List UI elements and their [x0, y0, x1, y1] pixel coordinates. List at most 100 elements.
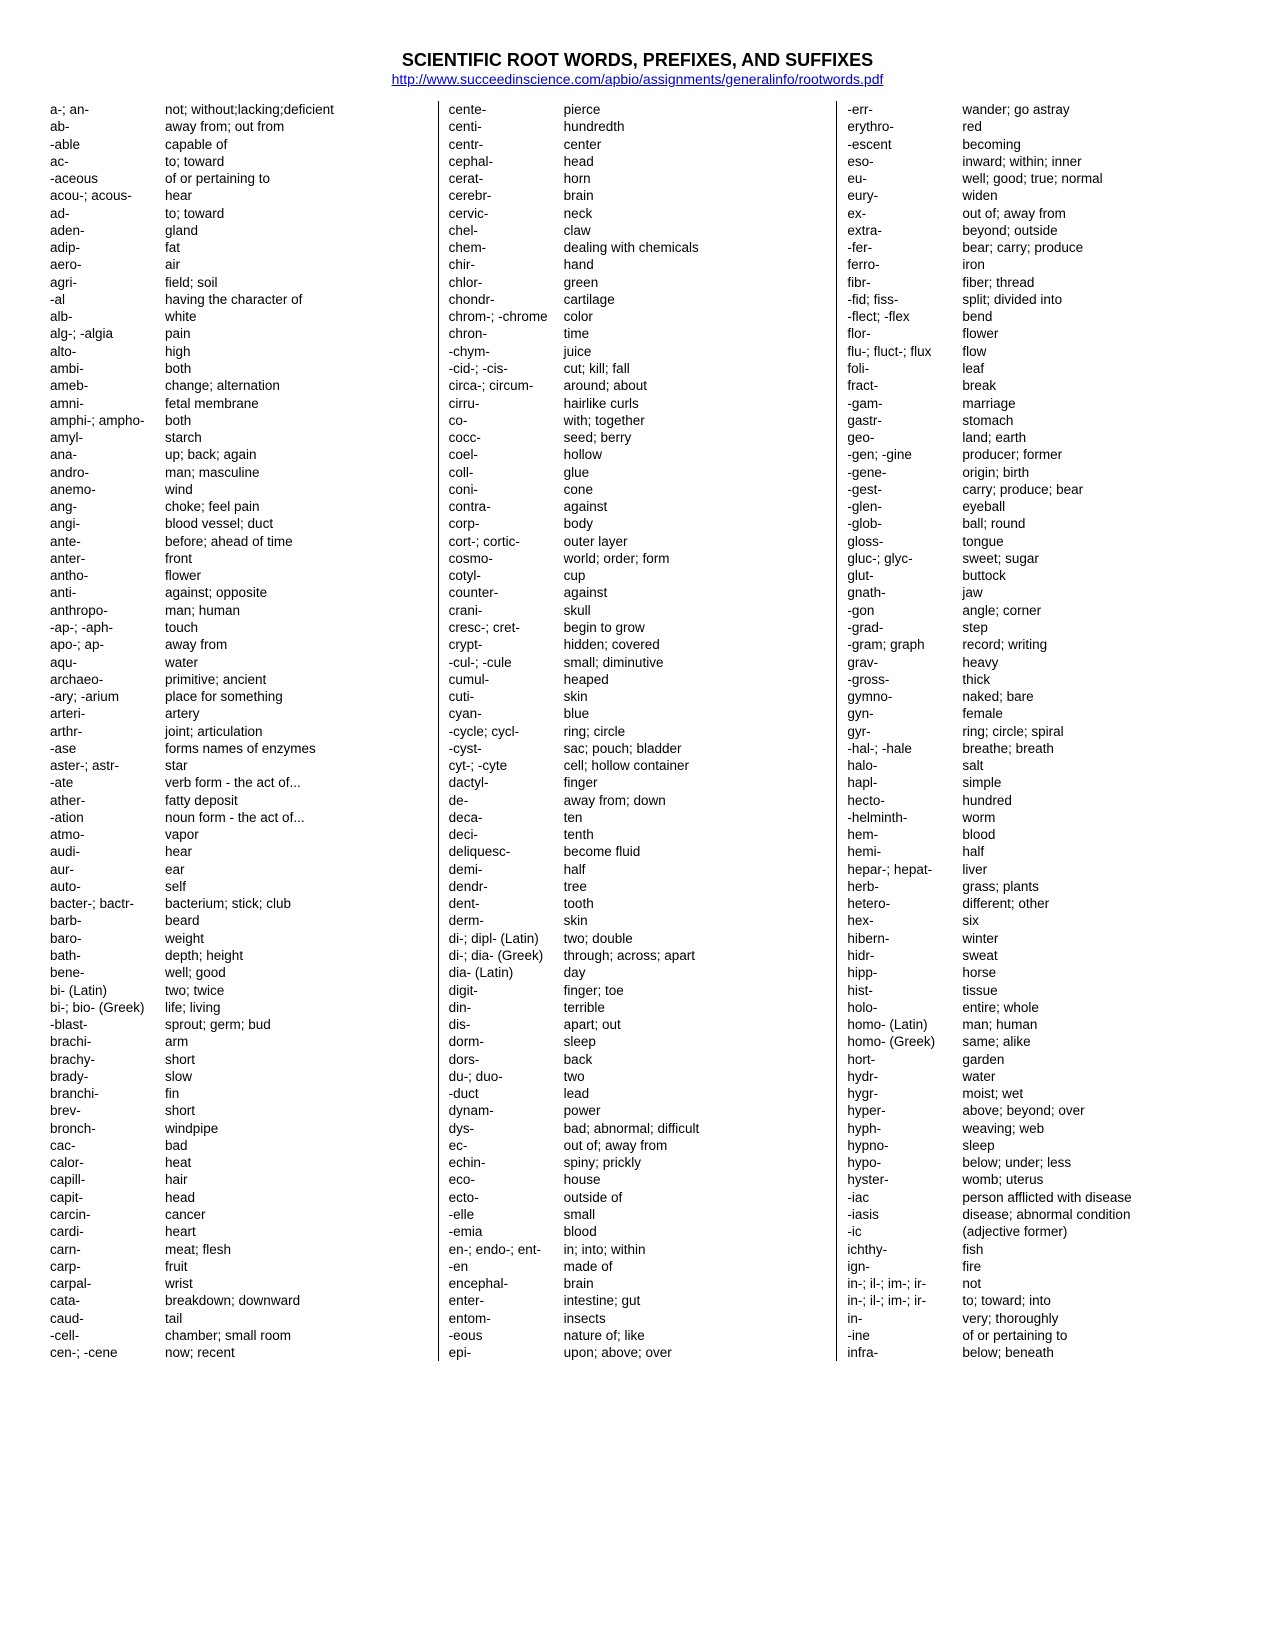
term-text: -ary; -arium [50, 688, 165, 705]
entry-row: -gam-marriage [847, 395, 1225, 412]
term-text: audi- [50, 843, 165, 860]
entry-row: cirru-hairlike curls [449, 395, 827, 412]
entry-row: gluc-; glyc-sweet; sugar [847, 550, 1225, 567]
entry-row: in-; il-; im-; ir-not [847, 1275, 1225, 1292]
term-text: -emia [449, 1223, 564, 1240]
term-text: deca- [449, 809, 564, 826]
definition-text: hollow [564, 446, 827, 463]
definition-text: liver [962, 861, 1225, 878]
definition-text: to; toward [165, 205, 428, 222]
term-text: -ation [50, 809, 165, 826]
entry-row: centi-hundredth [449, 118, 827, 135]
entry-row: ad-to; toward [50, 205, 428, 222]
entry-row: -escentbecoming [847, 136, 1225, 153]
definition-text: two; double [564, 930, 827, 947]
definition-text: weight [165, 930, 428, 947]
term-text: fibr- [847, 274, 962, 291]
definition-text: house [564, 1171, 827, 1188]
entry-row: -cid-; -cis-cut; kill; fall [449, 360, 827, 377]
definition-text: fish [962, 1241, 1225, 1258]
definition-text: against [564, 498, 827, 515]
term-text: eso- [847, 153, 962, 170]
definition-text: skull [564, 602, 827, 619]
definition-text: beyond; outside [962, 222, 1225, 239]
entry-row: -aseforms names of enzymes [50, 740, 428, 757]
definition-text: flow [962, 343, 1225, 360]
entry-row: anemo-wind [50, 481, 428, 498]
entry-row: amyl-starch [50, 429, 428, 446]
definition-text: cup [564, 567, 827, 584]
definition-text: small [564, 1206, 827, 1223]
definition-text: grass; plants [962, 878, 1225, 895]
entry-row: bacter-; bactr-bacterium; stick; club [50, 895, 428, 912]
definition-text: man; masculine [165, 464, 428, 481]
entry-row: digit-finger; toe [449, 982, 827, 999]
term-text: arthr- [50, 723, 165, 740]
definition-text: color [564, 308, 827, 325]
entry-row: audi-hear [50, 843, 428, 860]
entry-row: dactyl-finger [449, 774, 827, 791]
entry-row: di-; dipl- (Latin)two; double [449, 930, 827, 947]
entry-row: din-terrible [449, 999, 827, 1016]
term-text: aur- [50, 861, 165, 878]
term-text: chel- [449, 222, 564, 239]
term-text: barb- [50, 912, 165, 929]
definition-text: power [564, 1102, 827, 1119]
entry-row: -hal-; -halebreathe; breath [847, 740, 1225, 757]
definition-text: flower [165, 567, 428, 584]
definition-text: ring; circle; spiral [962, 723, 1225, 740]
term-text: cocc- [449, 429, 564, 446]
term-text: grav- [847, 654, 962, 671]
definition-text: tongue [962, 533, 1225, 550]
definition-text: finger; toe [564, 982, 827, 999]
entry-row: in-very; thoroughly [847, 1310, 1225, 1327]
definition-text: windpipe [165, 1120, 428, 1137]
term-text: -chym- [449, 343, 564, 360]
term-text: derm- [449, 912, 564, 929]
definition-text: fatty deposit [165, 792, 428, 809]
term-text: chlor- [449, 274, 564, 291]
entry-row: ec-out of; away from [449, 1137, 827, 1154]
term-text: -able [50, 136, 165, 153]
definition-text: artery [165, 705, 428, 722]
entry-row: counter-against [449, 584, 827, 601]
entry-row: -cycle; cycl-ring; circle [449, 723, 827, 740]
term-text: bene- [50, 964, 165, 981]
definition-text: terrible [564, 999, 827, 1016]
entry-row: -ap-; -aph- touch [50, 619, 428, 636]
entry-row: archaeo-primitive; ancient [50, 671, 428, 688]
entry-row: hypo-below; under; less [847, 1154, 1225, 1171]
term-text: gnath- [847, 584, 962, 601]
term-text: -cyst- [449, 740, 564, 757]
definition-text: not; without;lacking;deficient [165, 101, 428, 118]
entry-row: anthropo-man; human [50, 602, 428, 619]
definition-text: iron [962, 256, 1225, 273]
entry-row: centr-center [449, 136, 827, 153]
entry-row: -gonangle; corner [847, 602, 1225, 619]
definition-text: fat [165, 239, 428, 256]
term-text: en-; endo-; ent- [449, 1241, 564, 1258]
source-url-link[interactable]: http://www.succeedinscience.com/apbio/as… [392, 71, 884, 87]
definition-text: change; alternation [165, 377, 428, 394]
term-text: de- [449, 792, 564, 809]
term-text: carn- [50, 1241, 165, 1258]
entry-row: hemi-half [847, 843, 1225, 860]
entry-row: coll-glue [449, 464, 827, 481]
entry-row: eury-widen [847, 187, 1225, 204]
term-text: -elle [449, 1206, 564, 1223]
entry-row: cen-; -cenenow; recent [50, 1344, 428, 1361]
entry-row: crani-skull [449, 602, 827, 619]
term-text: cen-; -cene [50, 1344, 165, 1361]
term-text: hem- [847, 826, 962, 843]
term-text: -gross- [847, 671, 962, 688]
term-text: -eous [449, 1327, 564, 1344]
definition-text: angle; corner [962, 602, 1225, 619]
term-text: aqu- [50, 654, 165, 671]
entry-row: holo-entire; whole [847, 999, 1225, 1016]
definition-text: juice [564, 343, 827, 360]
definition-text: ball; round [962, 515, 1225, 532]
entry-row: cresc-; cret-begin to grow [449, 619, 827, 636]
definition-text: bad [165, 1137, 428, 1154]
definition-text: blue [564, 705, 827, 722]
definition-text: hairlike curls [564, 395, 827, 412]
